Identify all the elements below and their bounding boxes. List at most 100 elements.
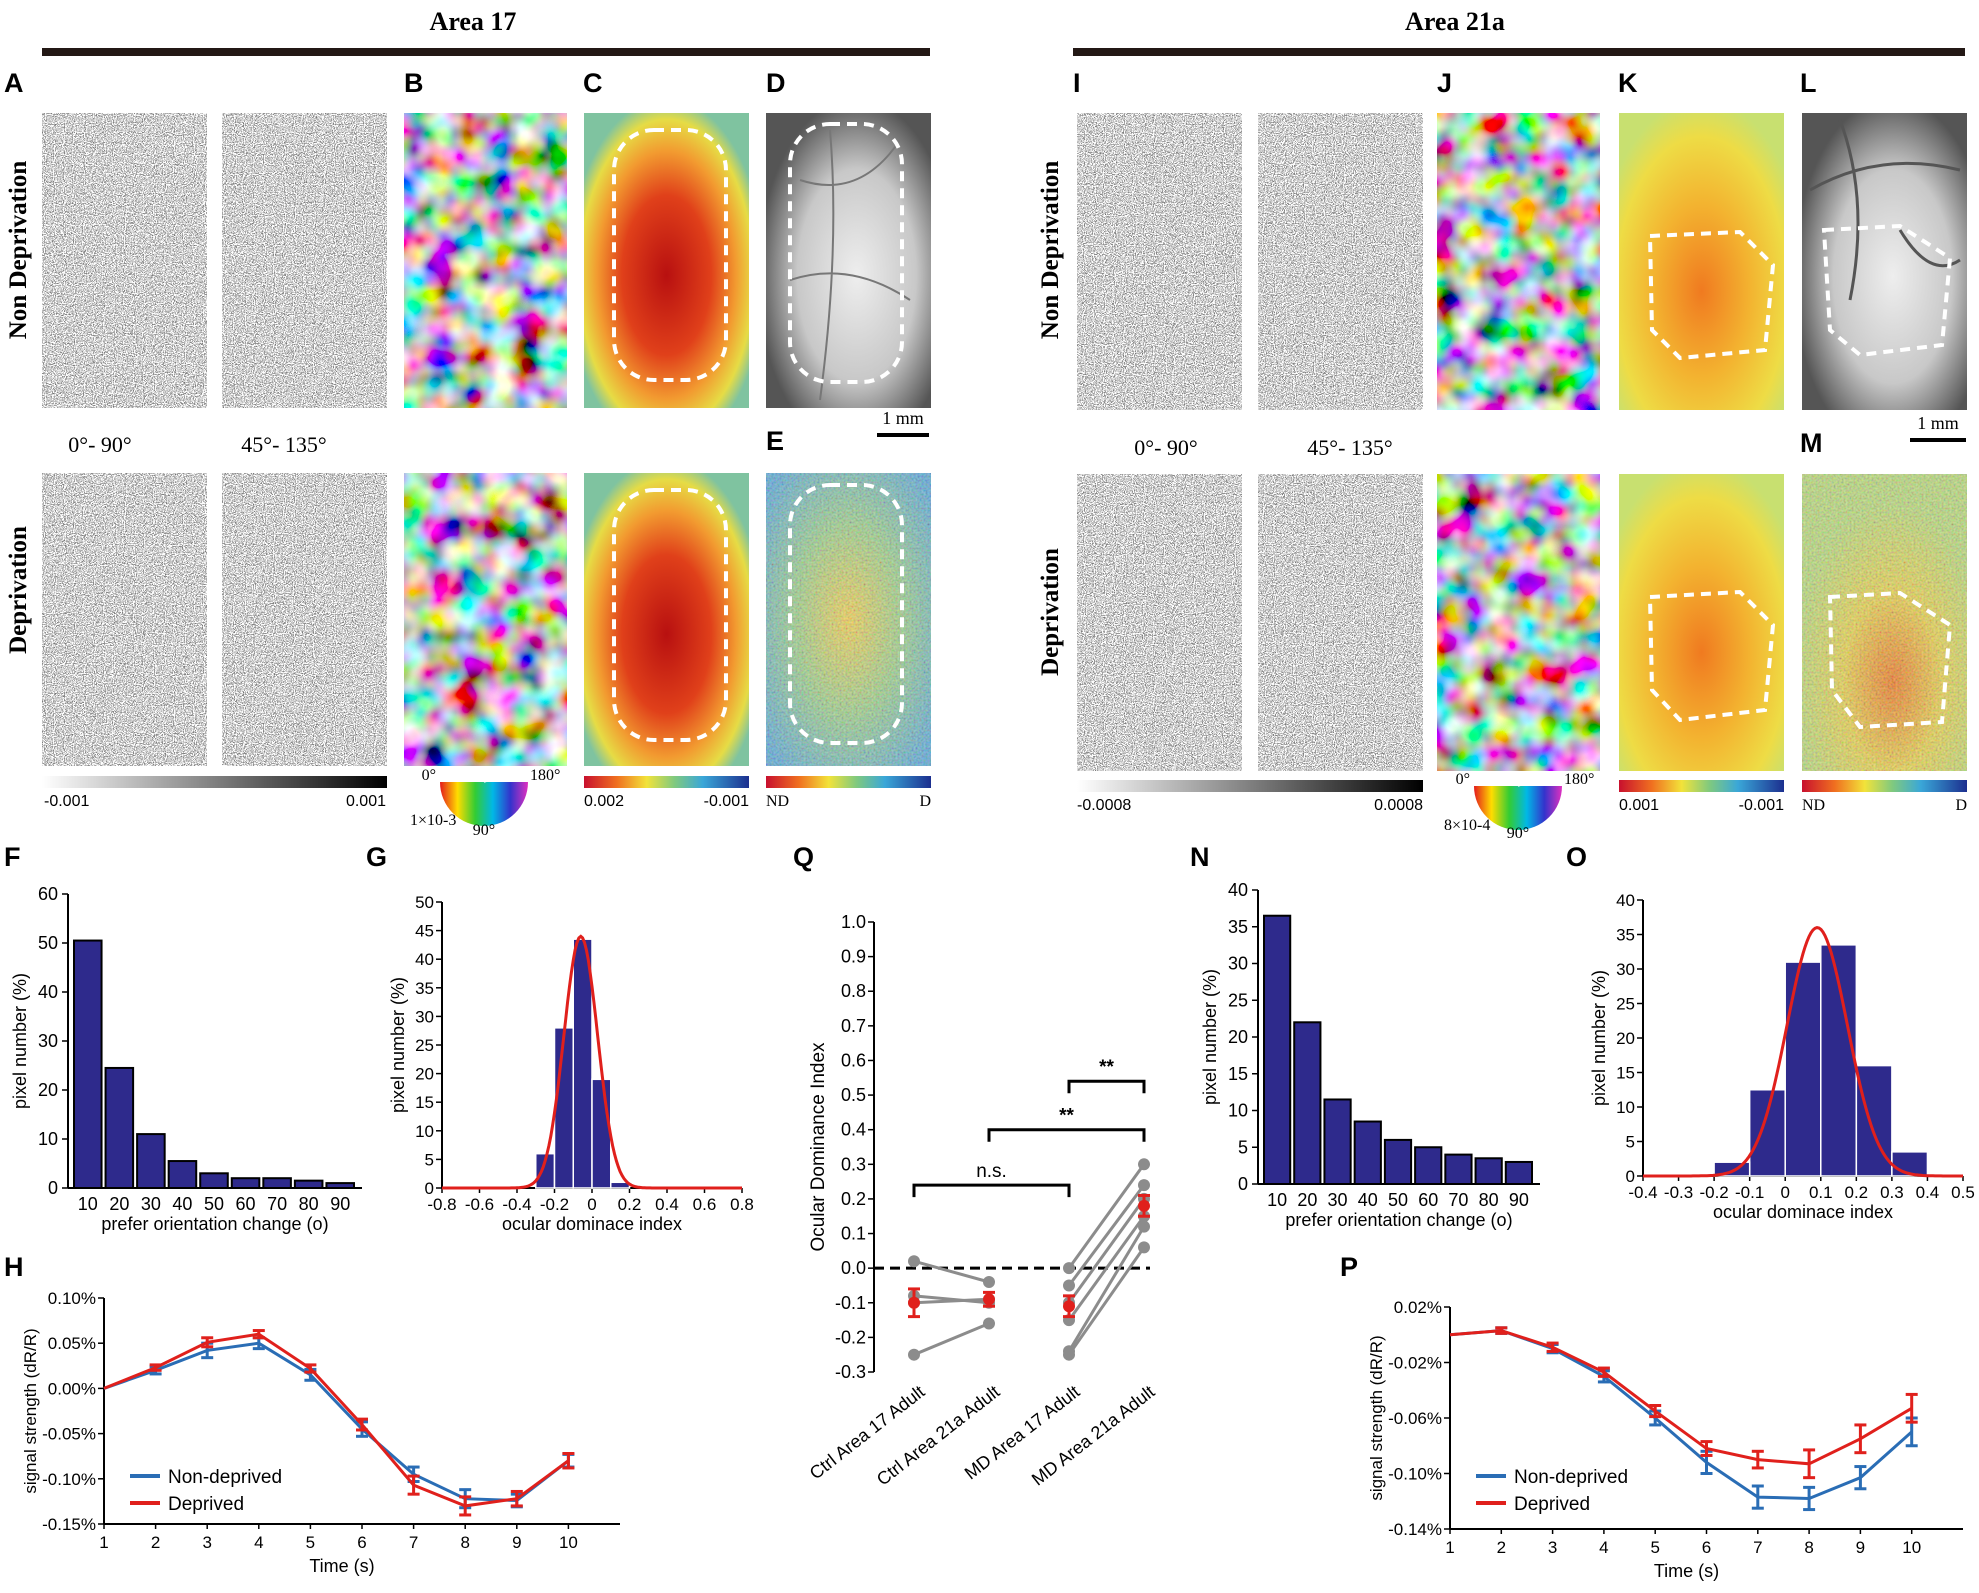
a21-orientation-map-45-135-dep [1258, 474, 1423, 771]
bar [591, 1078, 612, 1189]
x-tick-label: 7 [1753, 1538, 1762, 1557]
sig-21a-bracket [987, 1128, 1146, 1142]
y-tick-label: -0.02% [1388, 1354, 1442, 1373]
y-tick-label: 10 [38, 1129, 58, 1149]
header-area17: Area 17 [430, 7, 517, 36]
a21-vessel-image [1802, 113, 1967, 410]
a21-polar-legend [1474, 786, 1562, 830]
panel-letter-F: F [4, 842, 21, 872]
x-tick-label: 0.1 [1809, 1183, 1833, 1202]
y-tick-label: 30 [1616, 960, 1635, 979]
mean-point [983, 1293, 995, 1306]
panel-letter-E: E [766, 426, 784, 456]
bar [1474, 1157, 1503, 1186]
y-tick-label: 1.0 [841, 912, 866, 932]
bar [104, 1066, 135, 1189]
y-tick-label: 0.10% [48, 1289, 96, 1308]
pair-point [983, 1317, 995, 1330]
y-tick-label: 15 [1616, 1064, 1635, 1083]
legend-label: Deprived [1514, 1494, 1590, 1515]
legend-label: Non-deprived [168, 1467, 282, 1488]
a17-polar-end: 180° [530, 767, 560, 784]
x-tick-label: 0.3 [1880, 1183, 1904, 1202]
area21a-images: 1 mm 0°- 90° 45°- 135° [1077, 113, 1967, 771]
chart-G-odi-histogram-a17: 0 5 10 15 20 25 30 35 40 45 50 -0.8 -0.6 -0.4 -0.2 0 0.2… [388, 893, 754, 1234]
x-axis-label: ocular dominace index [502, 1214, 682, 1234]
bar [1444, 1153, 1473, 1185]
x-tick-label: 0.2 [1845, 1183, 1869, 1202]
y-tick-label: 25 [1228, 990, 1248, 1010]
bar [1748, 1089, 1786, 1177]
a21-polar-end: 180° [1564, 771, 1594, 788]
panel-letter-H: H [4, 1252, 24, 1282]
panel-letter-O: O [1566, 842, 1587, 872]
a21-gray-min: -0.0008 [1077, 797, 1131, 814]
a17-roi-outline-e [788, 483, 904, 745]
y-tick-label: 15 [1228, 1064, 1248, 1084]
y-tick-label: 25 [415, 1036, 434, 1055]
header-area21a: Area 21a [1405, 7, 1505, 36]
x-tick-label: 0.4 [655, 1195, 679, 1214]
bar [230, 1177, 261, 1189]
a17-polar-start: 0° [422, 767, 436, 784]
panel-letter-P: P [1340, 1252, 1358, 1282]
legend-label: Non-deprived [1514, 1467, 1628, 1488]
mean-point [1063, 1300, 1075, 1313]
panel-letter-I: I [1073, 68, 1081, 98]
a17-stim-label-1: 0°- 90° [68, 432, 131, 457]
row-label-nondep-a17: Non Deprivation [5, 161, 32, 340]
y-tick-label: 20 [415, 1065, 434, 1084]
a21-scale-label: 1 mm [1917, 413, 1959, 433]
bar [73, 939, 103, 1189]
y-tick-label: 40 [415, 950, 434, 969]
x-tick-label: -0.6 [465, 1195, 494, 1214]
x-tick-label: 3 [202, 1533, 211, 1552]
pair-point [983, 1276, 995, 1288]
a21-stim-label-1: 0°- 90° [1134, 435, 1197, 460]
y-tick-label: 0.4 [841, 1120, 866, 1140]
a21-stim-label-2: 45°- 135° [1307, 435, 1392, 460]
a21-gray-colorbar [1077, 780, 1423, 792]
a17-polar-map-nondep [404, 113, 567, 408]
a17-response-map-dep [584, 473, 749, 766]
x-tick-label: 6 [357, 1533, 366, 1552]
x-tick-label: 0.4 [1916, 1183, 1940, 1202]
y-tick-label: 0.0 [841, 1258, 866, 1278]
y-tick-label: 20 [1616, 1029, 1635, 1048]
a21-nd-max: D [1955, 797, 1967, 814]
a21-polar-map-dep [1437, 474, 1600, 771]
x-tick-label: -0.4 [1628, 1183, 1657, 1202]
x-tick-label: 30 [141, 1194, 161, 1214]
y-axis-label: pixel number (%) [1589, 970, 1609, 1106]
y-tick-label: 40 [1616, 891, 1635, 910]
pair-point [1063, 1348, 1075, 1361]
x-tick-label: 80 [1479, 1190, 1499, 1210]
x-tick-label: 40 [1358, 1190, 1378, 1210]
gaussian-fit-line [442, 934, 742, 1190]
x-tick-label: 2 [1497, 1538, 1506, 1557]
mean-point [908, 1296, 920, 1309]
series-line-deprived [1449, 1329, 1913, 1466]
a17-orientation-map-0-90-dep [42, 473, 207, 766]
x-tick-label: 7 [409, 1533, 418, 1552]
y-tick-label: -0.10% [42, 1470, 96, 1489]
x-tick-label: 50 [1388, 1190, 1408, 1210]
x-tick-label: 20 [109, 1194, 129, 1214]
pair-line [1067, 1225, 1146, 1353]
y-tick-label: 0 [1626, 1167, 1635, 1186]
bar [1414, 1146, 1443, 1185]
x-tick-label: 8 [460, 1533, 469, 1552]
a21-nd-min: ND [1802, 797, 1825, 814]
y-tick-label: 5 [425, 1150, 434, 1169]
x-tick-label: 0.5 [1951, 1183, 1975, 1202]
chart-P-timecourse-a21: -0.14% -0.10% -0.06% -0.02% 0.02% 1 2 3 4 5 6 7 8 9 10… [1367, 1298, 1963, 1581]
a17-orientation-map-45-135-dep [222, 473, 387, 766]
x-tick-label: 4 [254, 1533, 263, 1552]
bar [1383, 1138, 1413, 1186]
y-tick-label: -0.14% [1388, 1520, 1442, 1539]
pair-point [908, 1255, 920, 1268]
pair-point [1138, 1158, 1150, 1171]
x-tick-label: -0.2 [1699, 1183, 1728, 1202]
y-tick-label: 10 [1616, 1098, 1635, 1117]
a17-orientation-map-0-90-nondep [42, 113, 207, 408]
